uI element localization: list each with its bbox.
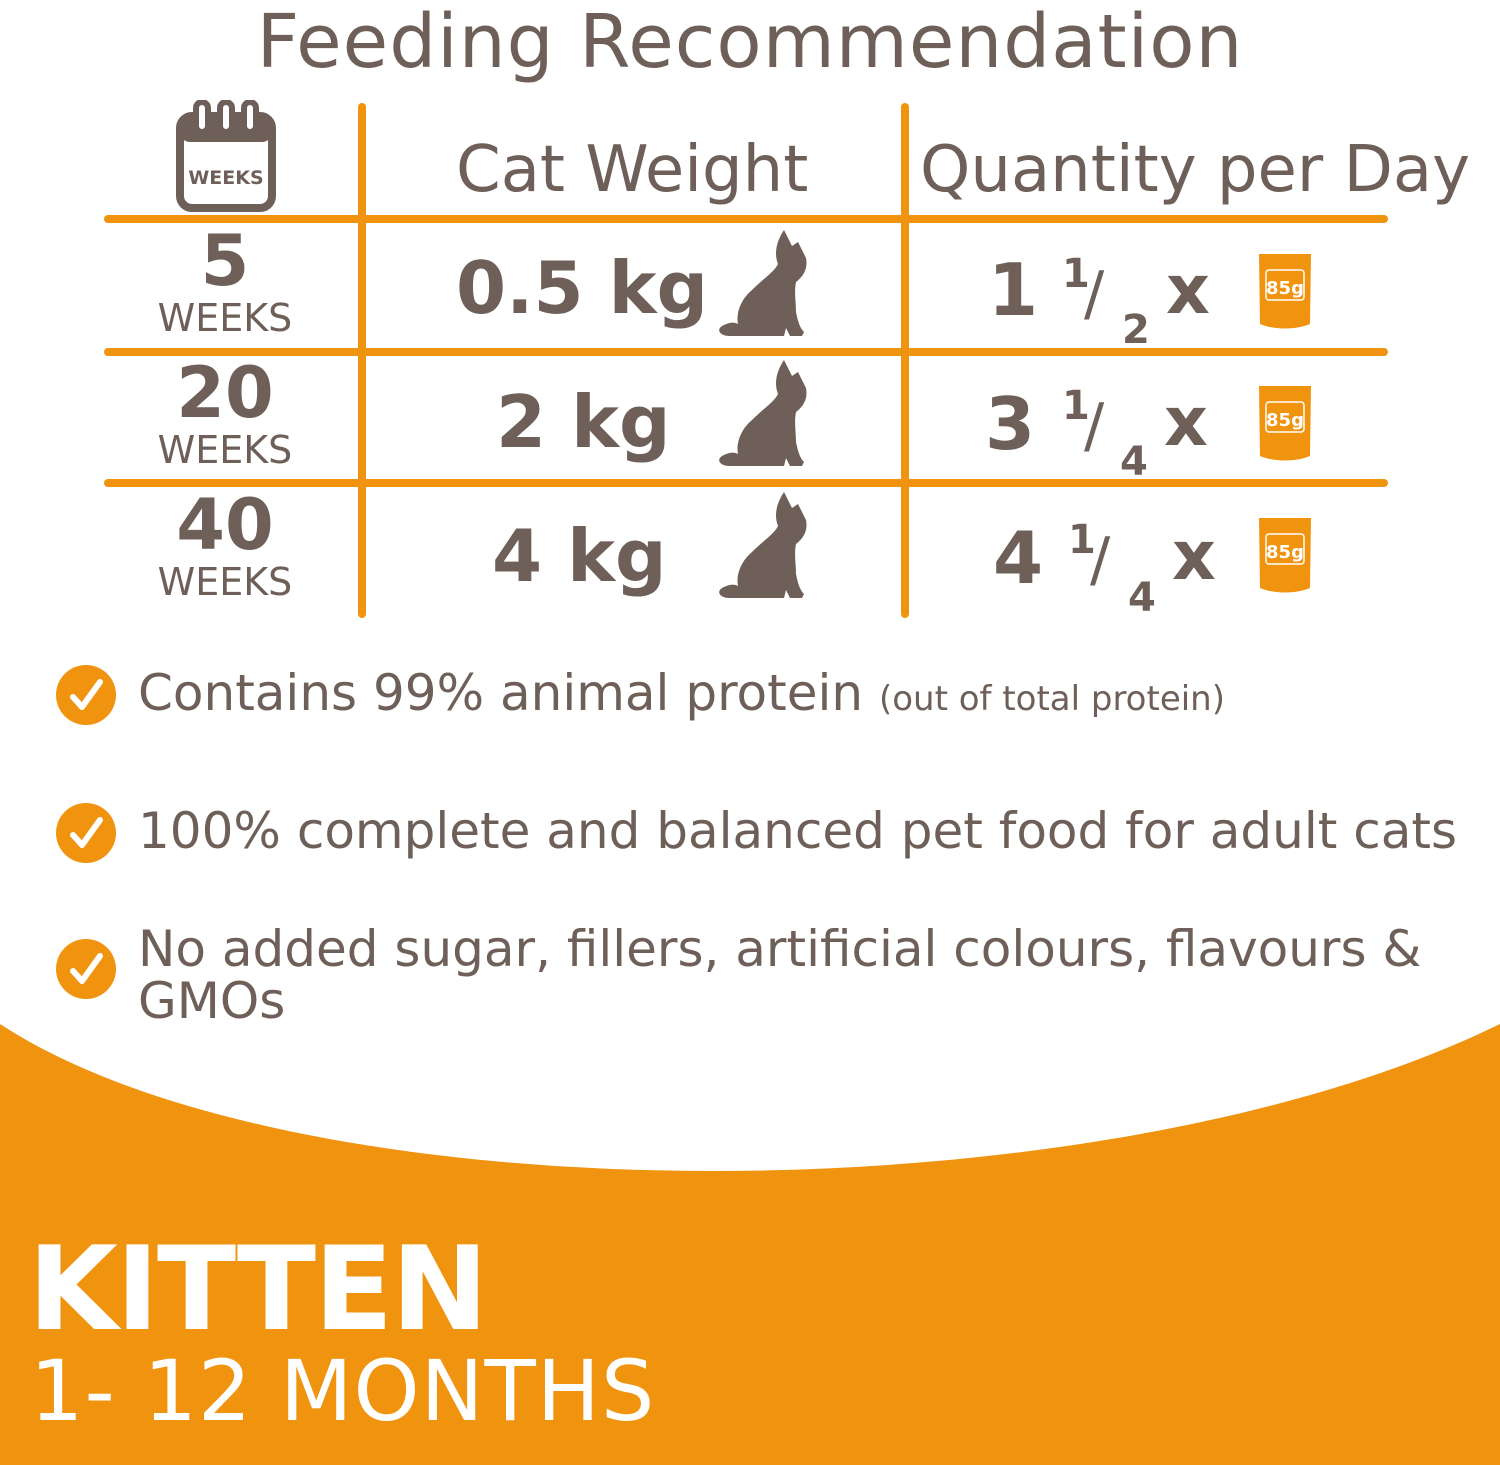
age-unit: WEEKS — [157, 296, 293, 340]
cat-silhouette-icon — [719, 230, 807, 336]
pouch-label: 85g — [1266, 278, 1304, 299]
age-value: 5 — [200, 220, 250, 302]
quantity-numerator: 1 — [1062, 251, 1090, 297]
quantity-whole: 4 — [993, 516, 1044, 600]
quantity-denominator: 4 — [1128, 575, 1156, 621]
table-divider-horizontal — [104, 215, 1388, 223]
header-cat-weight: Cat Weight — [456, 133, 809, 207]
quantity-whole: 3 — [985, 382, 1036, 466]
age-unit: WEEKS — [157, 560, 293, 604]
header-quantity-per-day: Quantity per Day — [920, 133, 1470, 207]
age-unit: WEEKS — [157, 428, 293, 472]
cat-silhouette-icon — [719, 492, 807, 598]
quantity-slash: / — [1084, 259, 1105, 329]
page-title: Feeding Recommendation — [256, 0, 1244, 85]
age-value: 20 — [176, 352, 274, 434]
benefit-text: Contains 99% animal protein — [138, 664, 864, 722]
checkmark-icon — [56, 939, 116, 999]
benefit-item: 100% complete and balanced pet food for … — [138, 802, 1458, 860]
table-divider-vertical — [901, 103, 909, 618]
benefit-note: (out of total protein) — [878, 679, 1225, 719]
cat-weight-value: 0.5 kg — [456, 246, 709, 330]
age-value: 40 — [176, 484, 274, 566]
quantity-slash: / — [1090, 525, 1111, 595]
quantity-denominator: 2 — [1122, 307, 1150, 353]
food-pouch-icon: 85g — [1259, 518, 1311, 593]
table-divider-horizontal — [104, 348, 1388, 356]
quantity-times: x — [1172, 517, 1216, 596]
food-pouch-icon: 85g — [1259, 386, 1311, 461]
table-divider-vertical — [358, 103, 366, 618]
quantity-numerator: 1 — [1068, 517, 1096, 563]
checkmark-icon — [56, 803, 116, 863]
benefit-item: No added sugar, fillers, artificial colo… — [138, 920, 1422, 978]
quantity-numerator: 1 — [1062, 383, 1090, 429]
table-divider-horizontal — [104, 479, 1388, 487]
cat-weight-value: 2 kg — [496, 380, 671, 464]
quantity-denominator: 4 — [1120, 439, 1148, 485]
calendar-icon: WEEKS — [176, 100, 276, 212]
product-age-range: 1- 12 MONTHS — [30, 1342, 656, 1440]
benefit-item: Contains 99% animal protein (out of tota… — [138, 666, 1225, 726]
checkmark-icon — [56, 665, 116, 725]
pouch-label: 85g — [1266, 410, 1304, 431]
quantity-times: x — [1166, 251, 1210, 330]
product-title: KITTEN — [28, 1222, 488, 1357]
quantity-whole: 1 — [988, 248, 1039, 332]
benefit-item-continued: GMOs — [138, 972, 286, 1030]
pouch-label: 85g — [1266, 542, 1304, 563]
cat-weight-value: 4 kg — [492, 514, 667, 598]
calendar-label: WEEKS — [188, 167, 263, 189]
quantity-times: x — [1164, 383, 1208, 462]
cat-silhouette-icon — [719, 360, 807, 466]
food-pouch-icon: 85g — [1259, 254, 1311, 329]
quantity-slash: / — [1084, 391, 1105, 461]
